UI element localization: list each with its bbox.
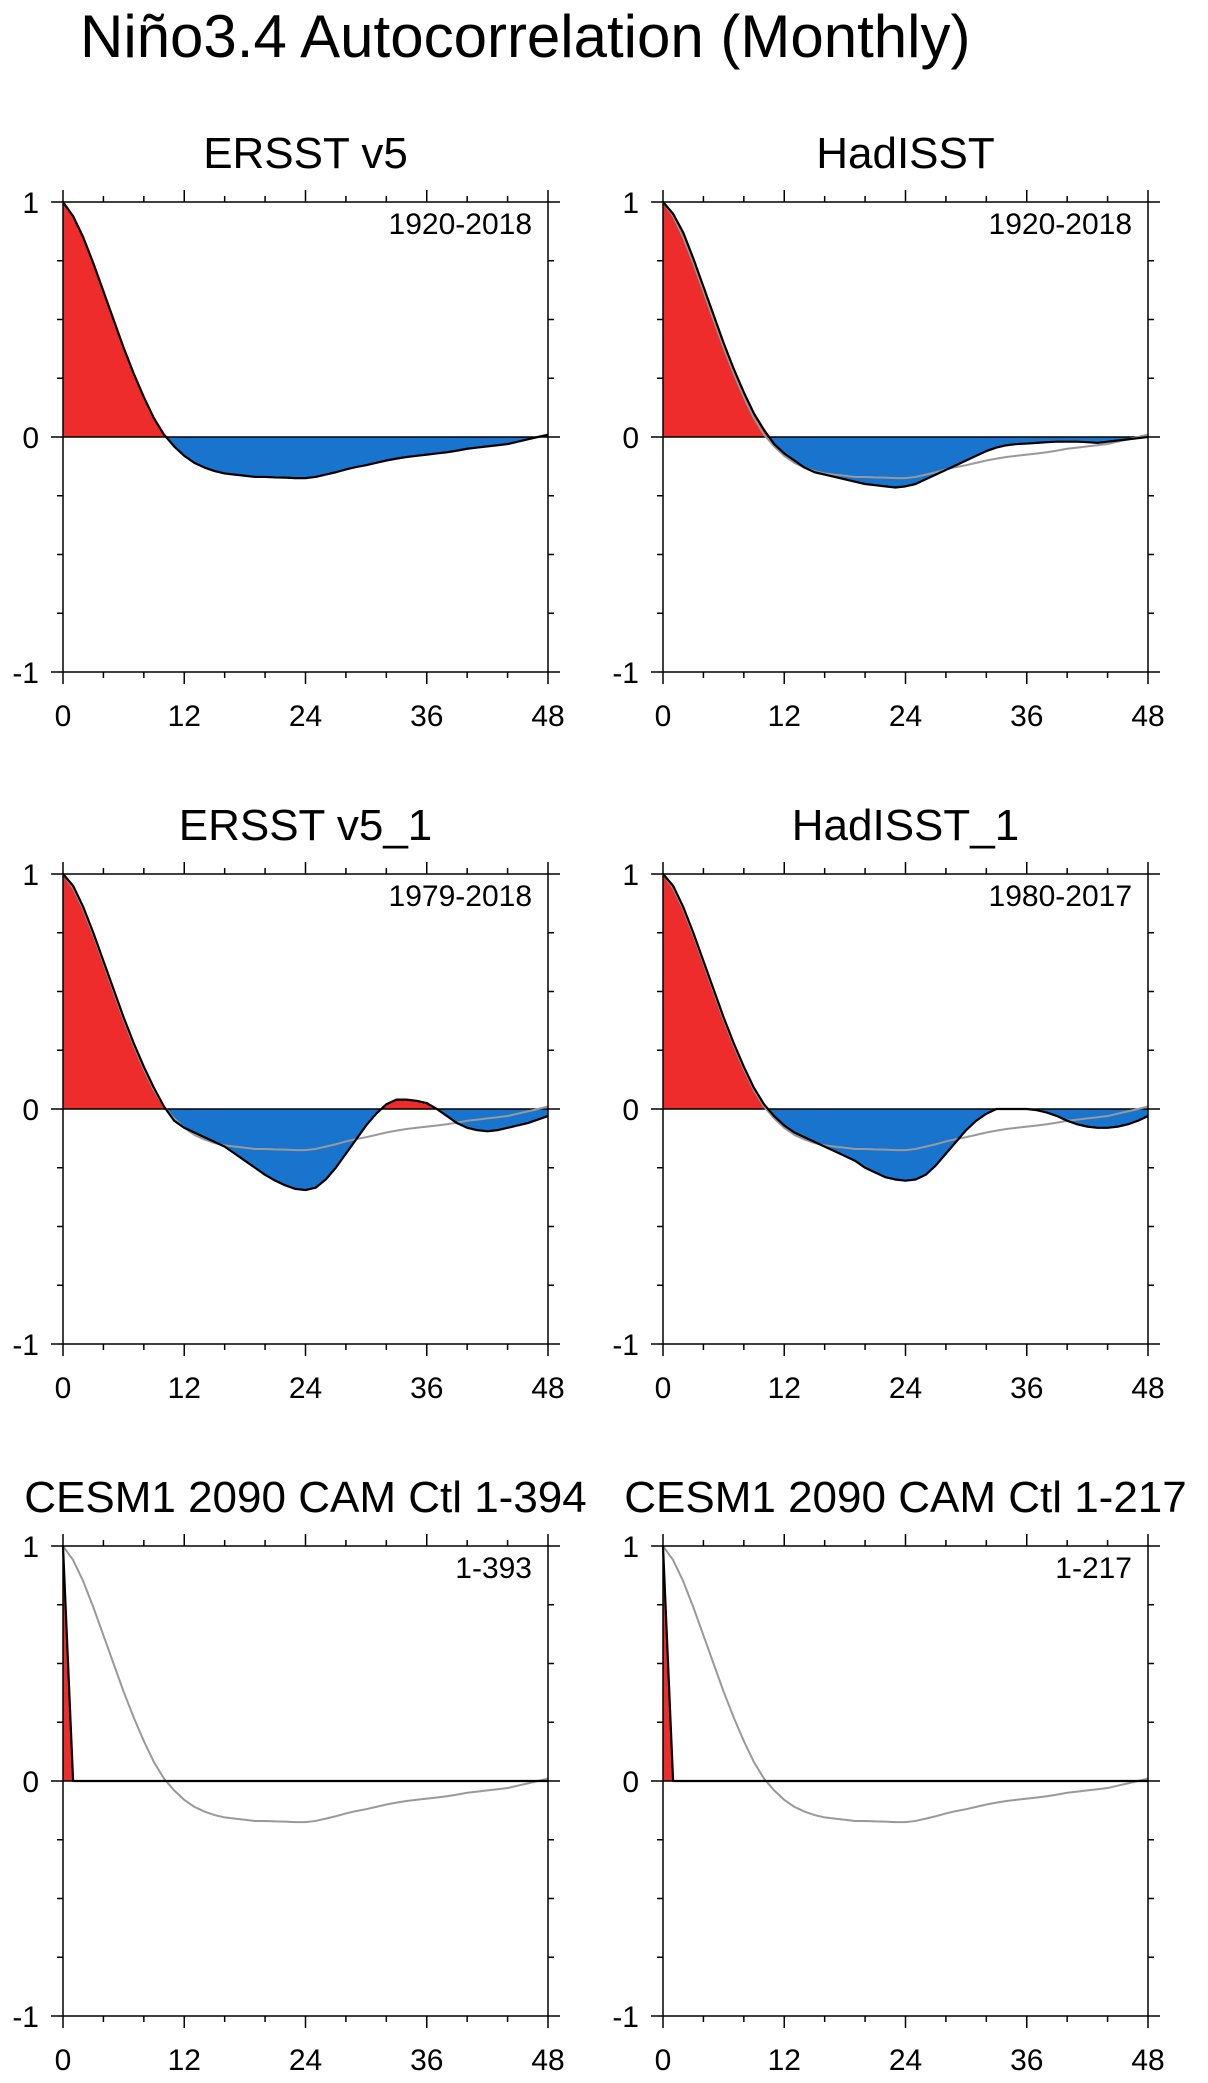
chart-panel: CESM1 2090 CAM Ctl 1-394 0 12 24 36 48 1 0 -1 1-3… [12,1473,586,2077]
y-tick-label: 1 [22,1531,39,1564]
y-tick-label: 1 [22,859,39,892]
x-tick-label: 36 [1010,700,1043,733]
reference-line [662,1545,1149,1824]
negative-fill-area [769,437,1148,488]
positive-fill-area [63,874,166,1109]
chart-panel: CESM1 2090 CAM Ctl 1-217 0 12 24 36 48 1 0 -1 1-2… [612,1473,1186,2077]
x-tick-label: 24 [889,700,922,733]
x-tick-label: 12 [768,700,801,733]
y-tick-label: -1 [12,657,39,690]
reference-line [662,201,1149,480]
period-label: 1979-2018 [389,880,532,913]
y-tick-label: 1 [622,187,639,220]
figure-title: Niño3.4 Autocorrelation (Monthly) [80,3,971,70]
x-tick-label: 0 [55,2044,72,2077]
chart-panel: HadISST 0 12 24 36 48 1 0 -1 1920-2018 [612,129,1164,733]
y-tick-label: 0 [622,422,639,455]
figure-title-container: Niño3.4 Autocorrelation (Monthly) [0,0,1208,80]
x-tick-label: 12 [768,2044,801,2077]
positive-fill-area [381,1099,437,1109]
x-tick-label: 0 [55,1372,72,1405]
x-tick-label: 36 [1010,2044,1043,2077]
chart-panel: HadISST_1 0 12 24 36 48 1 0 -1 1980-2017 [612,801,1164,1405]
period-label: 1980-2017 [989,880,1132,913]
chart-panel: ERSST v5_1 0 12 24 36 48 1 0 -1 1979-2018 [12,801,564,1405]
y-tick-label: 0 [22,422,39,455]
y-tick-label: 0 [22,1766,39,1799]
x-tick-label: 48 [531,700,564,733]
x-tick-label: 0 [55,700,72,733]
x-tick-label: 12 [168,700,201,733]
series-line [62,873,549,1192]
y-tick-label: -1 [12,1329,39,1362]
x-tick-label: 48 [1131,700,1164,733]
x-tick-label: 48 [531,2044,564,2077]
period-label: 1920-2018 [389,208,532,241]
x-tick-label: 0 [655,1372,672,1405]
period-label: 1920-2018 [989,208,1132,241]
y-tick-label: -1 [612,1329,639,1362]
series-line [662,873,1149,1182]
x-tick-label: 12 [768,1372,801,1405]
panel-title: HadISST_1 [792,801,1019,850]
y-tick-label: 0 [22,1094,39,1127]
series-line [662,201,1149,489]
period-label: 1-217 [1055,1552,1132,1585]
y-tick-label: 1 [622,859,639,892]
series-line [62,201,549,480]
x-tick-label: 48 [1131,2044,1164,2077]
positive-fill-area [663,202,770,437]
series-line [661,1545,1148,1783]
x-tick-label: 0 [655,2044,672,2077]
x-tick-label: 48 [1131,1372,1164,1405]
positive-fill-area [663,874,769,1109]
x-tick-label: 24 [889,1372,922,1405]
x-tick-label: 36 [410,1372,443,1405]
panel-title: ERSST v5_1 [179,801,433,850]
x-tick-label: 24 [289,700,322,733]
x-tick-label: 12 [168,2044,201,2077]
panel-title: CESM1 2090 CAM Ctl 1-217 [624,1473,1186,1522]
negative-fill-area [768,1109,997,1181]
negative-fill-area [166,437,538,479]
chart-panel: ERSST v5 0 12 24 36 48 1 0 -1 1920-2018 [12,129,564,733]
panel-title: HadISST [816,129,995,178]
x-tick-label: 12 [168,1372,201,1405]
x-tick-label: 24 [289,1372,322,1405]
x-tick-label: 36 [1010,1372,1043,1405]
series-line [61,1545,548,1783]
y-tick-label: 1 [22,187,39,220]
positive-fill-area [63,202,167,437]
x-tick-label: 24 [289,2044,322,2077]
panel-title: CESM1 2090 CAM Ctl 1-394 [24,1473,586,1522]
y-tick-label: 0 [622,1094,639,1127]
x-tick-label: 0 [655,700,672,733]
x-tick-label: 24 [889,2044,922,2077]
reference-line [62,1545,549,1824]
y-tick-label: -1 [12,2001,39,2034]
y-tick-label: -1 [612,2001,639,2034]
x-tick-label: 36 [410,2044,443,2077]
x-tick-label: 36 [410,700,443,733]
y-tick-label: 0 [622,1766,639,1799]
y-tick-label: 1 [622,1531,639,1564]
panel-title: ERSST v5 [203,129,408,178]
y-tick-label: -1 [612,657,639,690]
x-tick-label: 48 [531,1372,564,1405]
period-label: 1-393 [455,1552,532,1585]
